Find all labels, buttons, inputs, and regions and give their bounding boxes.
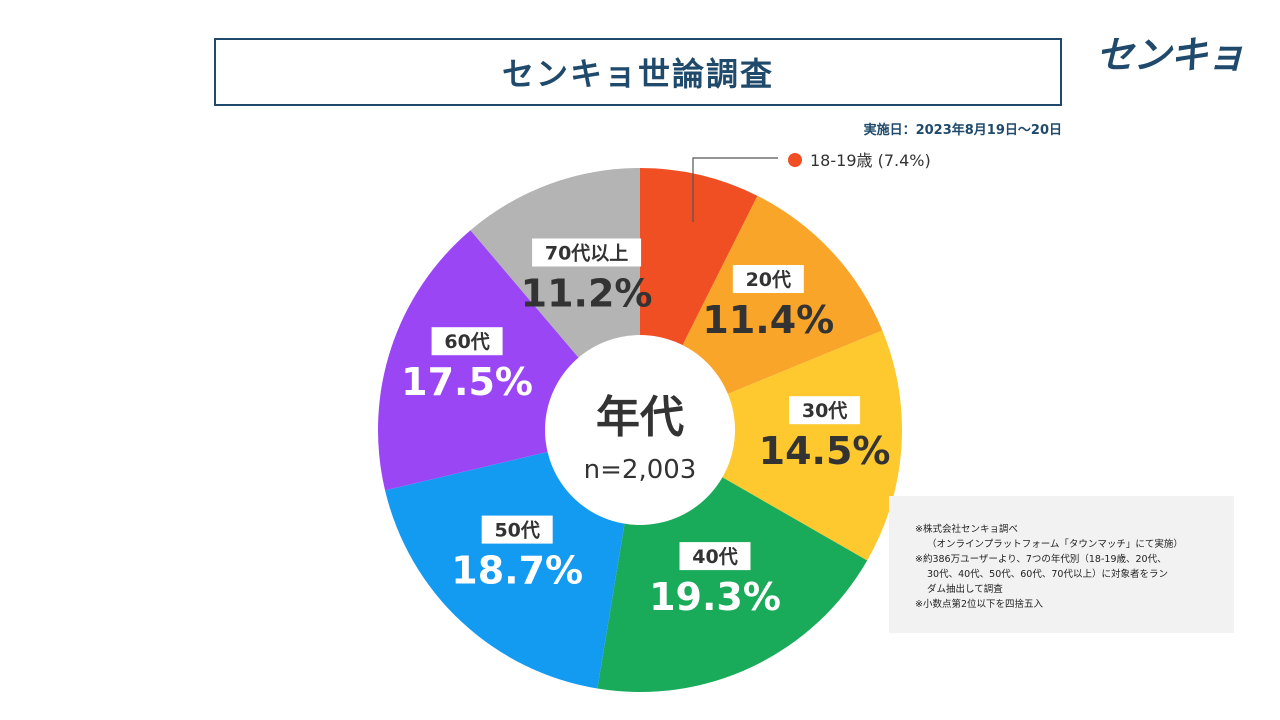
slice-value-label: 18.7% [451, 549, 583, 593]
note-line: ※株式会社センキョ調べ [915, 524, 1018, 535]
brand-logo: センキョ [1096, 33, 1245, 77]
slice-category-label: 40代 [692, 546, 737, 568]
title-box: センキョ世論調査 [214, 38, 1062, 106]
slice-category-tag-bg [532, 238, 642, 267]
slice-category-label: 60代 [444, 331, 489, 353]
note-line: ※小数点第2位以下を四捨五入 [915, 599, 1044, 610]
slice-category-label: 30代 [802, 400, 847, 422]
slice-category-tag: 60代 [431, 327, 503, 356]
slice-category-tag-bg [789, 396, 861, 425]
slice-category-tag: 40代 [679, 542, 751, 571]
slice-value-label: 11.2% [521, 271, 653, 315]
note-line: ※約386万ユーザーより、7つの年代別（18-19歳、20代、 [915, 554, 1167, 565]
slice-category-tag: 20代 [732, 265, 804, 294]
slice-category-tag-bg [679, 542, 751, 571]
survey-date: 実施日：2023年8月19日～20日 [863, 123, 1062, 138]
note-line: ダム抽出して調査 [927, 584, 1003, 595]
pie-labels: 20代 11.4% 30代 14.5% 40代 19.3% 50代 18.7% 60代 17.5%… [401, 238, 891, 619]
note-line: （オンラインプラットフォーム「タウンマッチ」にて実施） [927, 539, 1183, 550]
slice-value-label: 11.4% [702, 298, 834, 342]
slice-value-label: 17.5% [401, 360, 533, 404]
legend-dot [788, 153, 802, 167]
center-sample-size: n=2,003 [584, 455, 697, 485]
pie-slice [640, 330, 902, 561]
page-title: センキョ世論調査 [501, 55, 774, 93]
slice-category-label: 50代 [494, 520, 539, 542]
center-hole [545, 335, 735, 525]
slice-category-tag: 30代 [789, 396, 861, 425]
legend-leader-line [692, 157, 778, 222]
note-line: 30代、40代、50代、60代、70代以上）に対象者をラン [927, 569, 1168, 580]
small-slice-legend: 18-19歳 (7.4%) [692, 151, 931, 222]
note-box: ※株式会社センキョ調べ （オンラインプラットフォーム「タウンマッチ」にて実施） … [889, 496, 1234, 633]
slice-category-tag: 70代以上 [532, 238, 642, 267]
slice-category-label: 20代 [746, 269, 791, 291]
slice-value-label: 19.3% [649, 575, 781, 619]
slice-category-tag-bg [481, 515, 553, 544]
legend-text: 18-19歳 (7.4%) [810, 151, 931, 170]
center-label: 年代 [596, 392, 684, 443]
slice-category-tag: 50代 [481, 515, 553, 544]
slice-category-label: 70代以上 [545, 242, 628, 264]
slice-category-tag-bg [431, 327, 503, 356]
slice-value-label: 14.5% [759, 429, 891, 473]
slice-category-tag-bg [732, 265, 804, 294]
